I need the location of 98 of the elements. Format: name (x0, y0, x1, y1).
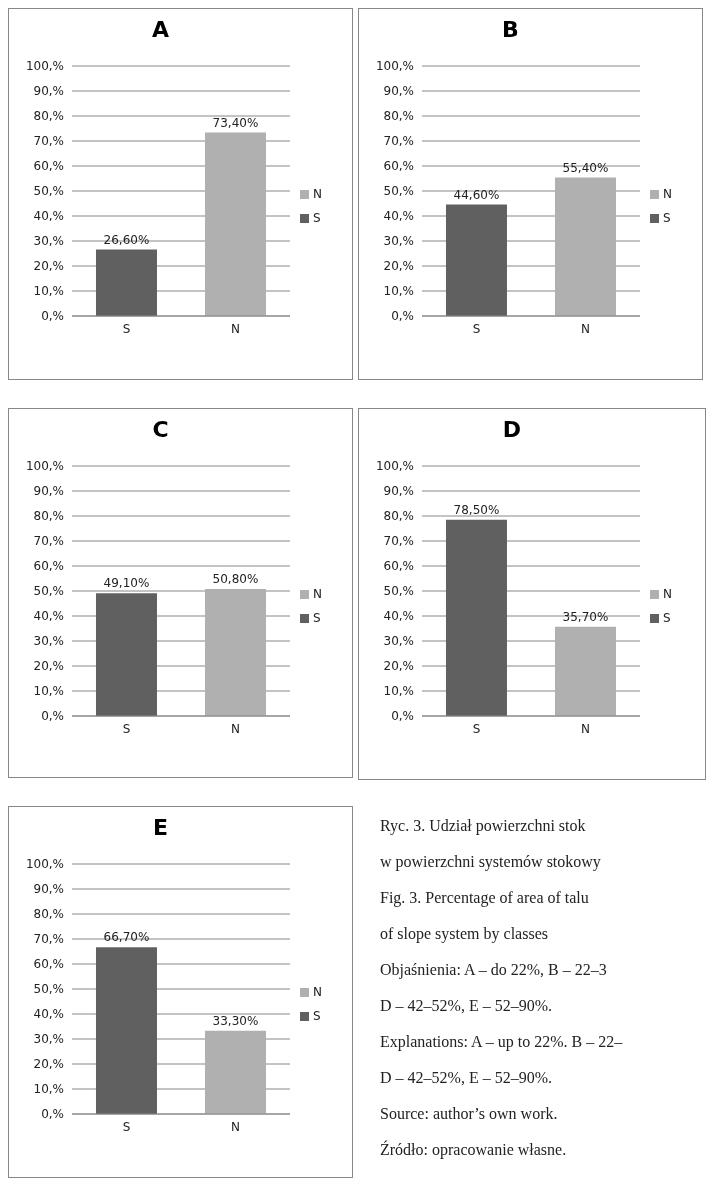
chart-title: A (151, 17, 170, 42)
data-label: 50,80% (212, 572, 259, 586)
y-tick-label: 0,% (41, 1107, 64, 1122)
y-tick-label: 90,% (33, 882, 64, 897)
y-tick-label: 30,% (33, 1032, 64, 1047)
y-tick-label: 20,% (33, 659, 64, 674)
legend-label: S (313, 611, 321, 625)
y-tick-label: 40,% (383, 209, 414, 224)
legend-label: S (313, 1009, 321, 1023)
text: w powierzchni systemów stokowy (380, 852, 602, 873)
y-tick-label: 100,% (25, 857, 64, 872)
y-tick-label: 80,% (33, 907, 64, 922)
y-tick-label: 100,% (25, 459, 64, 474)
caption: Fig. 3. Percentage of area of talu (380, 888, 590, 909)
data-label: 33,30% (212, 1013, 259, 1028)
y-tick-label: 50,% (33, 184, 64, 199)
y-tick-label: 70,% (33, 134, 64, 149)
y-tick-label: 60,% (383, 159, 414, 174)
x-tick-label: N (231, 321, 240, 336)
data-label: 66,70% (103, 930, 150, 945)
text: D – 42–52%, E – 52–90%. (380, 996, 553, 1016)
y-tick-label: 70,% (383, 134, 414, 149)
data-label: 26,60% (103, 232, 150, 247)
y-tick-label: 100,% (375, 59, 414, 74)
y-tick-label: 50,% (383, 584, 414, 599)
y-tick-label: 80,% (383, 109, 414, 124)
y-tick-label: 10,% (33, 684, 64, 699)
data-label: 55,40% (562, 160, 609, 175)
y-tick-label: 30,% (33, 634, 64, 649)
x-tick-label: S (122, 321, 131, 336)
y-tick-label: 60,% (33, 159, 64, 174)
y-tick-label: 50,% (33, 982, 64, 997)
x-tick-label: N (231, 721, 240, 736)
data-label: 49,10% (103, 576, 150, 591)
y-tick-label: 70,% (33, 534, 64, 549)
data-label: 44,60% (453, 187, 500, 202)
legend-label: N (313, 587, 322, 601)
y-tick-label: 10,% (383, 684, 414, 699)
text: of slope system by classes (380, 924, 549, 945)
y-tick-label: 90,% (383, 84, 414, 99)
legend-label: N (663, 587, 672, 601)
legend-label: S (313, 211, 321, 225)
text: Źródło: opracowanie własne. (380, 1139, 568, 1161)
y-tick-label: 10,% (33, 284, 64, 299)
legend-label: S (663, 611, 671, 625)
y-tick-label: 100,% (375, 459, 414, 474)
y-tick-label: 20,% (33, 259, 64, 274)
x-tick-label: S (122, 721, 131, 736)
legend-label: N (313, 187, 322, 201)
y-tick-label: 80,% (33, 109, 64, 124)
y-tick-label: 80,% (383, 509, 414, 524)
y-tick-label: 30,% (383, 634, 414, 649)
data-label: 73,40% (212, 115, 259, 130)
y-tick-label: 70,% (383, 534, 414, 549)
y-tick-label: 40,% (33, 609, 64, 624)
y-tick-label: 40,% (33, 209, 64, 224)
y-tick-label: 40,% (33, 1007, 64, 1022)
y-tick-label: 90,% (33, 484, 64, 499)
y-tick-label: 0,% (41, 309, 64, 324)
chart-title: E (152, 815, 169, 840)
legend-label: N (663, 187, 672, 201)
legend-label: S (663, 211, 671, 225)
chart-title: B (501, 17, 520, 42)
y-tick-label: 20,% (33, 1057, 64, 1072)
y-tick-label: 20,% (383, 659, 414, 674)
y-tick-label: 0,% (391, 309, 414, 324)
x-tick-label: S (472, 721, 481, 736)
y-tick-label: 60,% (383, 559, 414, 574)
y-tick-label: 40,% (383, 609, 414, 624)
y-tick-label: 30,% (33, 234, 64, 249)
x-tick-label: S (472, 321, 481, 336)
y-tick-label: 100,% (25, 59, 64, 74)
y-tick-label: 90,% (33, 84, 64, 99)
y-tick-label: 80,% (33, 509, 64, 524)
y-tick-label: 90,% (383, 484, 414, 499)
y-tick-label: 0,% (391, 709, 414, 724)
source-note: Source: author’s own work. (380, 1104, 559, 1124)
y-tick-label: 30,% (383, 234, 414, 249)
x-tick-label: N (581, 321, 590, 336)
text: Objaśnienia: A – do 22%, B – 22–3 (380, 960, 608, 981)
chart-title: C (151, 417, 170, 442)
text: D – 42–52%, E – 52–90%. (380, 1068, 553, 1088)
text: Explanations: A – up to 22%. B – 22– (380, 1032, 624, 1053)
y-tick-label: 60,% (33, 957, 64, 972)
y-tick-label: 10,% (33, 1082, 64, 1097)
data-label: 78,50% (453, 502, 500, 517)
y-tick-label: 50,% (383, 184, 414, 199)
text: Ryc. 3. Udział powierzchni stok (380, 816, 587, 837)
x-tick-label: N (581, 721, 590, 736)
data-label: 35,70% (562, 609, 609, 624)
y-tick-label: 20,% (383, 259, 414, 274)
y-tick-label: 10,% (383, 284, 414, 299)
y-tick-label: 60,% (33, 559, 64, 574)
y-tick-label: 50,% (33, 584, 64, 599)
chart-title: D (501, 417, 523, 442)
y-tick-label: 70,% (33, 932, 64, 947)
y-tick-label: 0,% (41, 709, 64, 724)
legend-label: N (313, 985, 322, 999)
